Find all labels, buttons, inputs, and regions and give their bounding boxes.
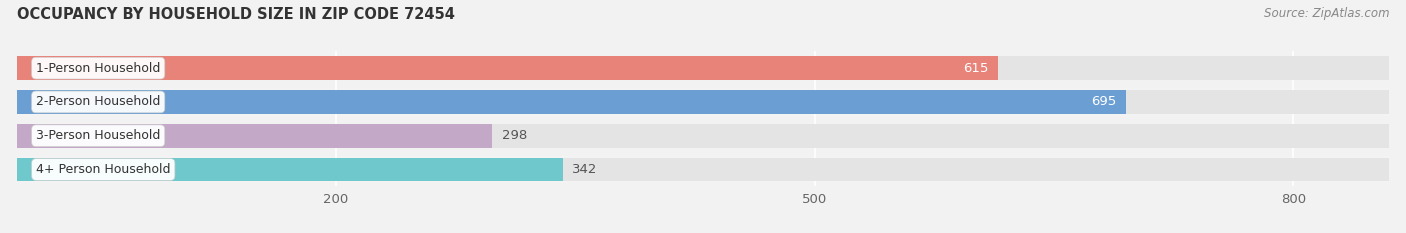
Bar [17,90,1126,114]
Bar [17,56,1389,80]
Text: 342: 342 [572,163,598,176]
FancyBboxPatch shape [17,88,1389,116]
Text: 1-Person Household: 1-Person Household [37,62,160,75]
Text: Source: ZipAtlas.com: Source: ZipAtlas.com [1264,7,1389,20]
Text: 615: 615 [963,62,988,75]
Text: 3-Person Household: 3-Person Household [37,129,160,142]
Text: 2-Person Household: 2-Person Household [37,96,160,108]
Text: 298: 298 [502,129,527,142]
Bar [17,158,1389,181]
Bar [17,124,1389,147]
Bar [17,124,492,147]
Bar [17,158,562,181]
Bar [17,90,1389,114]
Text: 4+ Person Household: 4+ Person Household [37,163,170,176]
Bar [17,56,998,80]
Text: OCCUPANCY BY HOUSEHOLD SIZE IN ZIP CODE 72454: OCCUPANCY BY HOUSEHOLD SIZE IN ZIP CODE … [17,7,454,22]
FancyBboxPatch shape [17,156,1389,183]
Text: 695: 695 [1091,96,1116,108]
